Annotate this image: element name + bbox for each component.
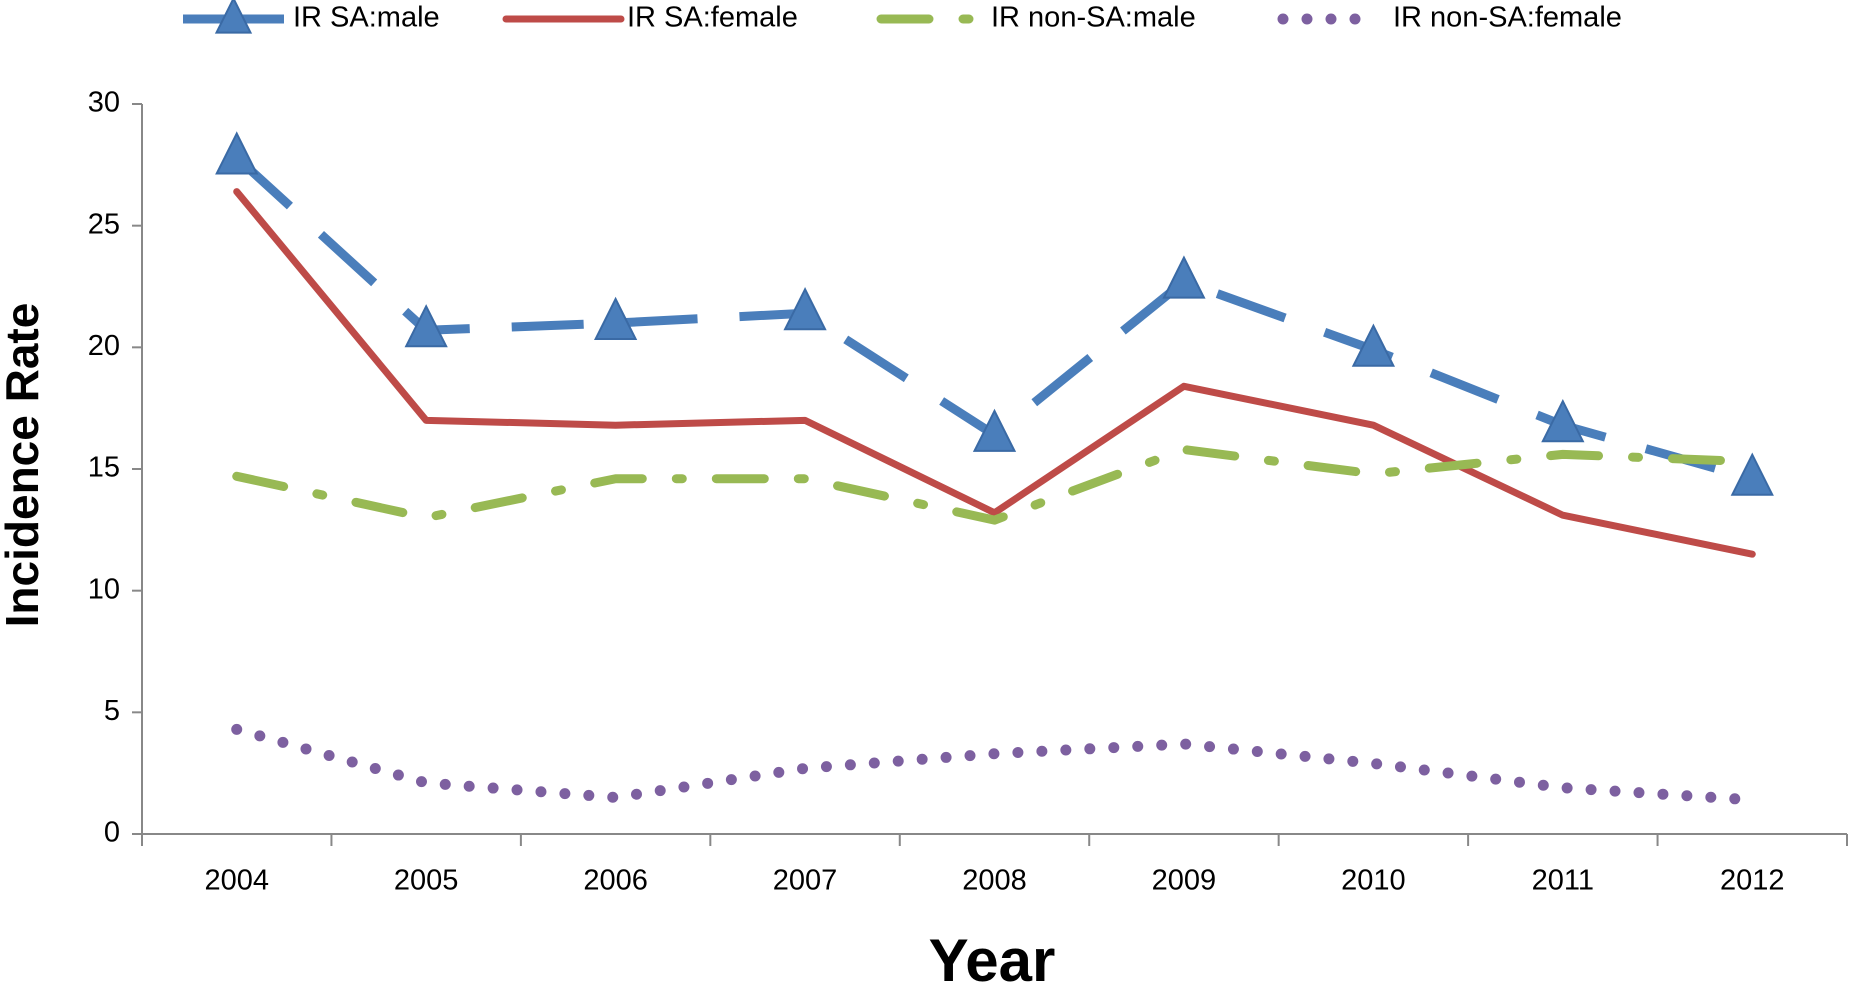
x-tick-label: 2011 bbox=[1532, 865, 1594, 897]
y-tick-label: 15 bbox=[88, 452, 120, 484]
y-tick-label: 5 bbox=[104, 695, 120, 727]
point-marker bbox=[1730, 452, 1774, 496]
legend-label: IR SA:female bbox=[627, 2, 798, 34]
point-marker bbox=[404, 304, 448, 348]
y-tick-label: 0 bbox=[104, 817, 120, 849]
x-tick-label: 2004 bbox=[204, 865, 269, 897]
x-axis-title: Year bbox=[929, 927, 1056, 994]
point-marker bbox=[1541, 398, 1585, 443]
y-tick-label: 10 bbox=[88, 573, 120, 605]
legend-marker bbox=[214, 0, 253, 34]
legend-label: IR SA:male bbox=[293, 2, 440, 34]
y-tick-label: 30 bbox=[88, 87, 120, 119]
x-tick-label: 2009 bbox=[1152, 865, 1217, 897]
y-tick-label: 20 bbox=[88, 330, 120, 362]
legend-label: IR non-SA:male bbox=[991, 2, 1196, 34]
point-marker bbox=[972, 408, 1017, 452]
point-marker bbox=[783, 287, 827, 331]
point-marker bbox=[1351, 323, 1396, 367]
series-line bbox=[233, 188, 1756, 558]
x-tick-label: 2006 bbox=[583, 865, 648, 897]
x-tick-label: 2012 bbox=[1720, 865, 1785, 897]
point-marker bbox=[1162, 255, 1206, 299]
x-tick-label: 2008 bbox=[962, 865, 1027, 897]
y-axis-title: Incidence Rate bbox=[0, 303, 48, 628]
x-tick-label: 2007 bbox=[773, 865, 838, 897]
point-marker bbox=[215, 131, 259, 175]
x-tick-label: 2010 bbox=[1341, 865, 1406, 897]
point-marker bbox=[593, 296, 638, 340]
x-tick-label: 2005 bbox=[394, 865, 459, 897]
y-tick-label: 25 bbox=[88, 208, 120, 240]
series-line bbox=[232, 445, 1757, 525]
legend-label: IR non-SA:female bbox=[1393, 2, 1622, 34]
series-line bbox=[231, 723, 1758, 806]
